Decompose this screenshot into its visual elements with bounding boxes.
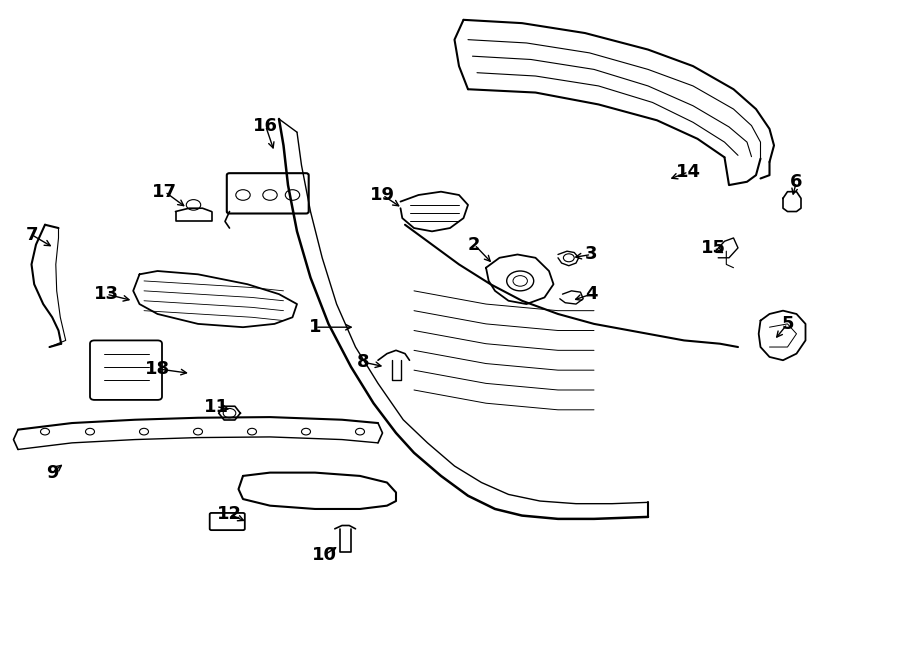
Text: 3: 3 — [585, 245, 598, 264]
FancyBboxPatch shape — [210, 513, 245, 530]
Text: 1: 1 — [309, 318, 321, 336]
Text: 4: 4 — [585, 285, 598, 303]
Text: 17: 17 — [152, 182, 177, 201]
Text: 12: 12 — [217, 505, 242, 524]
Text: 6: 6 — [790, 173, 803, 191]
Text: 11: 11 — [203, 397, 229, 416]
Text: 13: 13 — [94, 285, 119, 303]
Text: 9: 9 — [46, 463, 58, 482]
FancyBboxPatch shape — [90, 340, 162, 400]
Text: 7: 7 — [25, 225, 38, 244]
Text: 14: 14 — [676, 163, 701, 181]
FancyBboxPatch shape — [227, 173, 309, 214]
Text: 18: 18 — [145, 360, 170, 378]
Text: 5: 5 — [781, 315, 794, 333]
Text: 19: 19 — [370, 186, 395, 204]
Text: 10: 10 — [311, 546, 337, 564]
Text: 15: 15 — [701, 239, 726, 257]
Text: 2: 2 — [468, 235, 481, 254]
Text: 16: 16 — [253, 116, 278, 135]
Text: 8: 8 — [357, 353, 370, 371]
